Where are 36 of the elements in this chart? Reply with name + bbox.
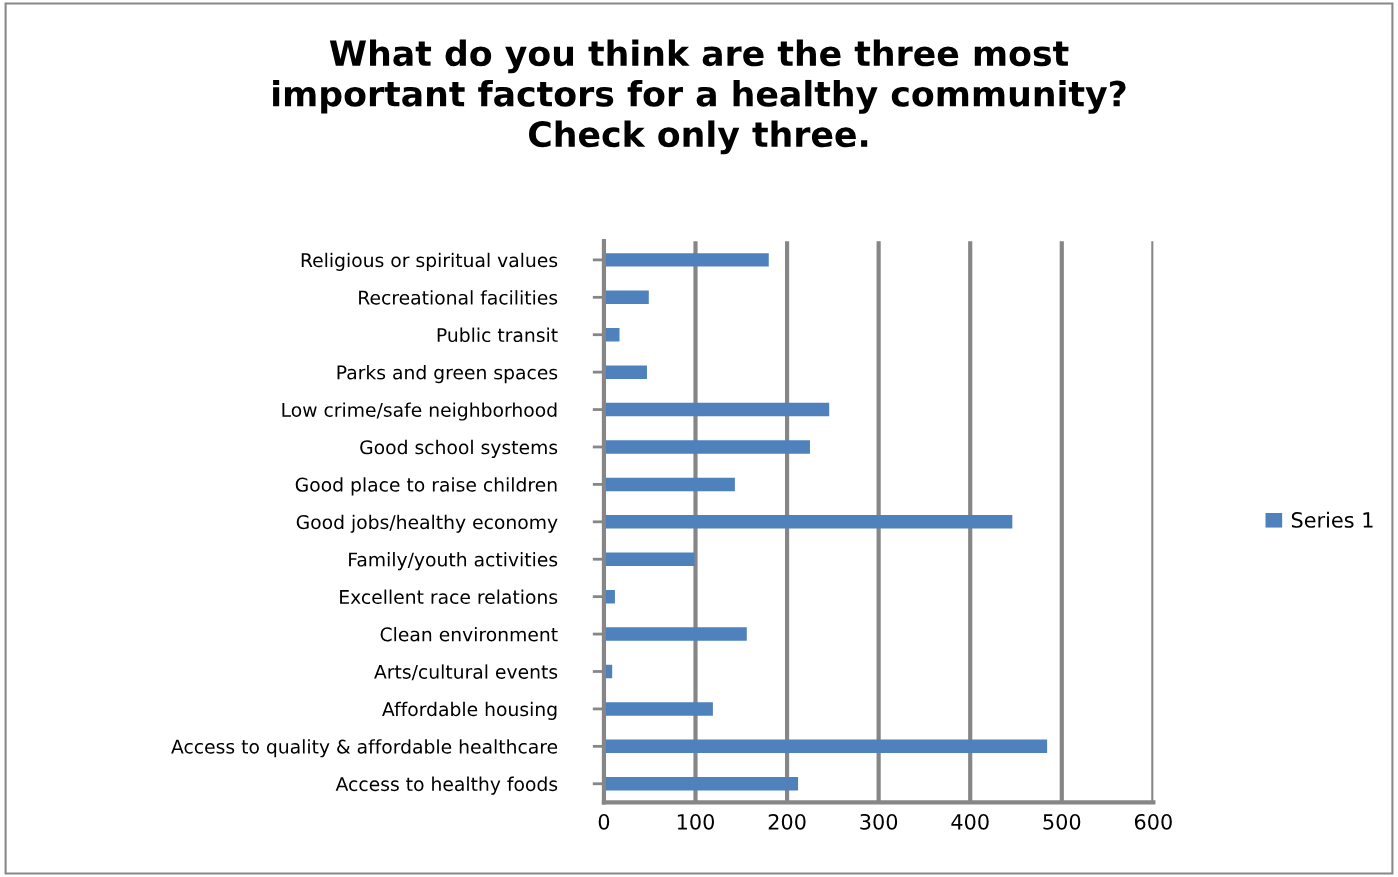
bar [603, 290, 649, 305]
y-tick-label: Family/youth activities [349, 552, 558, 571]
y-tick-label: Public transit [437, 327, 558, 343]
y-tick-label: Affordable housing [382, 701, 557, 720]
y-tick-label: Good school systems [360, 439, 558, 458]
legend-label: Series 1 [1291, 511, 1373, 528]
y-tick-label: Access to quality & affordable healthcare [171, 739, 558, 758]
y-tick-label: Low crime/safe neighborhood [282, 402, 557, 421]
bar [603, 365, 647, 379]
bar [603, 440, 810, 454]
y-tick-label: Access to healthy foods [335, 776, 558, 795]
chart-title: What do you think are the three most important factors for a healthy community? Check only three. [273, 39, 1126, 155]
bar [603, 552, 695, 566]
y-tick-label: Religious or spiritual values [301, 252, 558, 271]
x-tick-label: 600 [1134, 813, 1172, 830]
bar [603, 402, 830, 417]
bar [603, 739, 1048, 754]
x-tick-label: 500 [1043, 813, 1081, 830]
bar [603, 253, 769, 267]
bar [603, 777, 799, 791]
bar [603, 515, 1013, 529]
y-tick-label: Parks and green spaces [337, 365, 558, 384]
y-tick-label: Clean environment [380, 626, 558, 642]
bar [603, 702, 713, 716]
bar [603, 627, 747, 641]
x-tick-label: 100 [677, 813, 714, 830]
y-tick-label: Recreational facilities [359, 290, 558, 305]
x-tick-label: 200 [768, 813, 806, 830]
x-tick-label: 400 [951, 813, 989, 830]
y-tick-label: Good jobs/healthy economy [296, 514, 558, 533]
bar [603, 477, 735, 492]
x-tick-label: 300 [860, 813, 898, 830]
y-tick-label: Excellent race relations [340, 589, 558, 605]
x-tick-label: 0 [598, 813, 610, 830]
y-tick-label: Arts/cultural events [374, 664, 558, 681]
y-tick-label: Good place to raise children [295, 477, 557, 496]
